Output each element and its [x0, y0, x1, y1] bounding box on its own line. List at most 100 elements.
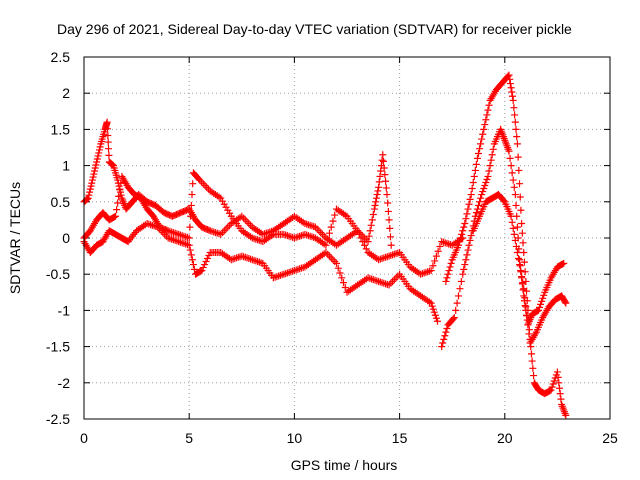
data-point: [105, 145, 113, 153]
data-point: [245, 255, 253, 263]
data-point: [366, 227, 374, 235]
data-point: [369, 210, 377, 218]
data-point: [455, 241, 463, 249]
data-point: [169, 229, 177, 237]
data-point: [376, 255, 384, 263]
data-point: [513, 248, 521, 256]
data-point: [374, 187, 382, 195]
data-point: [296, 232, 304, 240]
data-point: [334, 264, 342, 272]
data-point: [290, 234, 298, 242]
data-point: [202, 258, 210, 266]
data-point: [418, 270, 426, 278]
data-point: [182, 233, 190, 241]
y-tick-label: 0.5: [51, 194, 71, 210]
data-point: [383, 191, 391, 199]
data-point: [241, 253, 249, 261]
data-point: [524, 321, 532, 329]
data-point: [336, 269, 344, 277]
data-point: [382, 280, 390, 288]
data-point: [429, 262, 437, 270]
data-point: [96, 143, 104, 151]
data-point: [275, 272, 283, 280]
data-point: [520, 285, 528, 293]
data-point: [86, 188, 94, 196]
data-point: [375, 277, 383, 285]
data-point: [514, 255, 522, 263]
data-point: [380, 164, 388, 172]
data-point: [443, 239, 451, 247]
data-point: [104, 131, 112, 139]
data-point: [392, 274, 400, 282]
data-point: [439, 238, 447, 246]
data-point: [329, 217, 337, 225]
data-point: [205, 226, 213, 234]
data-point: [425, 267, 433, 275]
data-point: [472, 209, 480, 217]
data-point: [188, 256, 196, 264]
data-point: [229, 255, 237, 263]
data-point: [464, 205, 472, 213]
data-point: [210, 228, 218, 236]
data-point: [384, 207, 392, 215]
data-point: [213, 229, 221, 237]
data-point: [187, 201, 195, 209]
data-point: [527, 350, 535, 358]
data-point: [180, 232, 188, 240]
data-point: [484, 172, 492, 180]
data-point: [484, 106, 492, 114]
data-point: [456, 285, 464, 293]
x-tick-label: 25: [602, 430, 618, 446]
data-point: [92, 161, 100, 169]
data-point: [380, 279, 388, 287]
data-point: [427, 299, 435, 307]
data-point: [379, 157, 387, 165]
data-point: [468, 185, 476, 193]
data-point: [89, 173, 97, 181]
data-point: [248, 256, 256, 264]
y-tick-label: 0: [62, 230, 70, 246]
data-point: [378, 156, 386, 164]
data-point: [297, 232, 305, 240]
data-point: [559, 260, 567, 268]
data-point: [322, 241, 330, 249]
data-point: [538, 297, 546, 305]
y-tick-label: 2.5: [51, 49, 71, 65]
data-point: [285, 268, 293, 276]
data-point: [357, 234, 365, 242]
data-point: [442, 277, 450, 285]
data-point: [372, 194, 380, 202]
data-point: [254, 258, 262, 266]
data-point: [537, 300, 545, 308]
data-point: [311, 223, 319, 231]
data-point: [182, 240, 190, 248]
data-point: [556, 384, 564, 392]
data-point: [476, 198, 484, 206]
data-point: [440, 335, 448, 343]
x-tick-label: 15: [392, 430, 408, 446]
data-point: [424, 268, 432, 276]
data-point: [510, 230, 518, 238]
data-point: [521, 294, 529, 302]
data-point: [487, 156, 495, 164]
data-point: [315, 227, 323, 235]
data-point: [520, 248, 528, 256]
data-point: [505, 71, 513, 79]
data-point: [550, 377, 558, 385]
data-point: [168, 228, 176, 236]
data-point: [114, 176, 122, 184]
data-point: [461, 261, 469, 269]
data-point: [450, 314, 458, 322]
data-point: [446, 263, 454, 271]
data-point: [240, 253, 248, 261]
data-point: [257, 237, 265, 245]
data-point: [480, 185, 488, 193]
data-point: [271, 273, 279, 281]
x-tick-label: 20: [497, 430, 513, 446]
data-point: [387, 251, 395, 259]
data-point: [95, 146, 103, 154]
data-point: [453, 299, 461, 307]
data-point: [438, 238, 446, 246]
data-point: [546, 387, 554, 395]
data-point: [459, 270, 467, 278]
